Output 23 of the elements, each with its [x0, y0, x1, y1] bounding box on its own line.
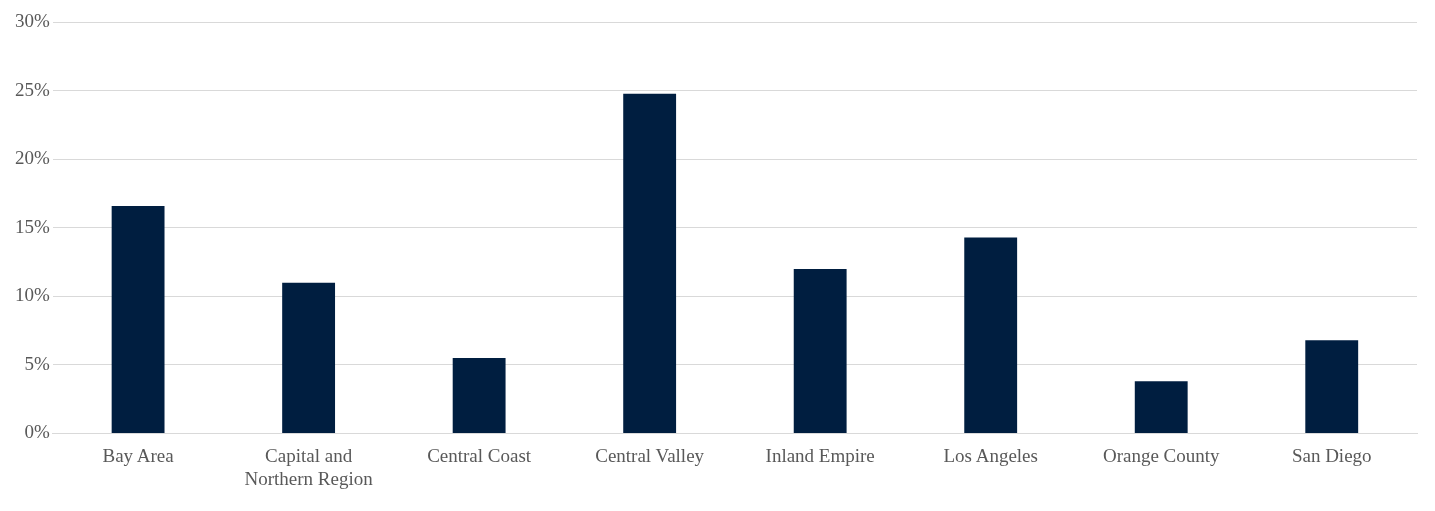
bar	[623, 93, 677, 433]
bar	[793, 269, 847, 433]
x-tick-label: Orange County	[1102, 444, 1221, 466]
bar	[111, 205, 165, 433]
x-tick-label: Central Coast	[427, 444, 532, 466]
x-tick-label: Capital and Northern Region	[244, 444, 374, 489]
y-tick-label: 20%	[15, 147, 50, 169]
bar	[1305, 340, 1359, 433]
x-tick-label: Central Valley	[595, 444, 705, 466]
y-tick-label: 5%	[24, 352, 50, 374]
y-tick-label: 0%	[24, 421, 50, 443]
bar	[452, 358, 506, 433]
bar	[282, 282, 336, 433]
bar	[1134, 381, 1188, 433]
x-tick-label: Bay Area	[102, 444, 175, 466]
y-tick-label: 10%	[15, 284, 50, 306]
y-tick-label: 30%	[15, 10, 50, 32]
y-tick-label: 15%	[15, 215, 50, 237]
x-tick-label: San Diego	[1291, 444, 1372, 466]
bar	[964, 237, 1018, 433]
x-tick-label: Los Angeles	[943, 444, 1038, 466]
x-tick-label: Inland Empire	[765, 444, 875, 466]
y-tick-label: 25%	[15, 78, 50, 100]
